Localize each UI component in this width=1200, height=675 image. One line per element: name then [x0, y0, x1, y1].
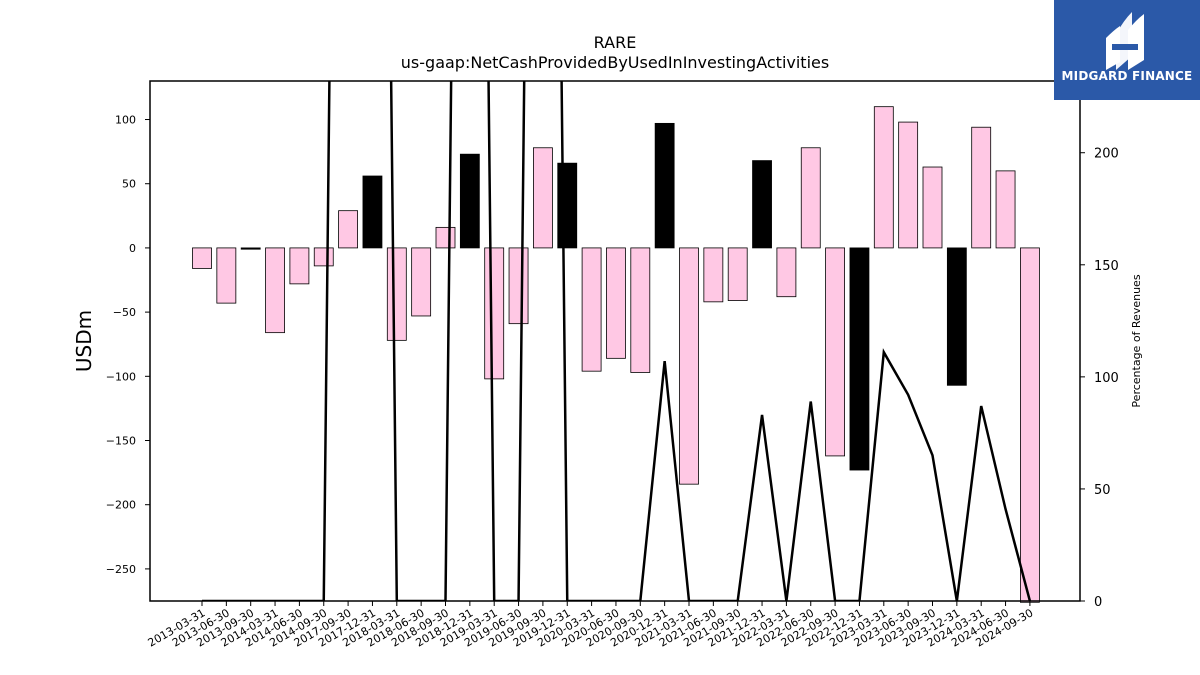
bar-2024-03-31: [971, 126, 992, 249]
bar-2024-09-30: [1020, 247, 1040, 603]
chart-title: RARE: [594, 33, 637, 52]
y2-axis-label: Percentage of Revenues: [1130, 274, 1143, 407]
bar-2014-06-30: [289, 247, 310, 285]
bar-2022-06-30: [800, 147, 821, 249]
bar-2022-12-31: [849, 247, 870, 471]
y-tick-label: −50: [113, 306, 136, 319]
bar-2013-06-30: [216, 247, 237, 304]
y2-tick-label: 0: [1094, 595, 1102, 610]
bar-2019-12-31: [557, 162, 578, 249]
bar-2024-06-30: [995, 170, 1016, 249]
bar-2021-06-30: [703, 247, 724, 303]
percentage-line-layer: [202, 81, 1032, 601]
bar-2020-03-31: [581, 247, 602, 372]
bar-2019-09-30: [533, 147, 553, 249]
bar-2023-03-31: [873, 106, 894, 249]
bars: [192, 106, 1040, 603]
y2-tick-label: 50: [1094, 483, 1111, 498]
midgard-logo-icon: [1106, 12, 1144, 70]
chart-subtitle: us-gaap:NetCashProvidedByUsedInInvesting…: [401, 53, 829, 72]
y2-tick-label: 200: [1094, 147, 1119, 162]
y-axis-label: USDm: [72, 310, 96, 372]
y-tick-label: −250: [106, 563, 136, 576]
bar-2021-03-31: [679, 247, 699, 485]
bar-2017-09-30: [338, 210, 359, 249]
bar-2017-12-31: [362, 175, 383, 249]
brand-logo: MIDGARD FINANCE: [1054, 0, 1200, 100]
bar-2019-06-30: [508, 247, 529, 325]
bar-2014-09-30: [313, 247, 334, 267]
plot-frame: [149, 80, 1081, 602]
bar-2013-03-31: [192, 247, 212, 269]
y-tick-label: −150: [106, 435, 136, 448]
bar-2020-12-31: [654, 122, 675, 249]
bar-2013-09-30: [240, 247, 261, 250]
bar-2021-09-30: [727, 247, 748, 301]
bar-2021-12-31: [752, 160, 772, 249]
axes: 100500−50−100−150−200−250050100150200201…: [106, 80, 1119, 650]
bar-2018-06-30: [411, 247, 432, 317]
brand-name: MIDGARD FINANCE: [1061, 69, 1193, 83]
bar-2023-06-30: [898, 121, 919, 249]
bar-2022-09-30: [825, 247, 845, 457]
bar-2018-03-31: [386, 247, 407, 341]
bar-2014-03-31: [265, 247, 285, 334]
y-tick-label: 100: [115, 114, 136, 127]
y-tick-label: 0: [129, 242, 136, 255]
y2-tick-label: 100: [1094, 371, 1119, 386]
bar-2020-06-30: [606, 247, 626, 359]
y-tick-label: 50: [122, 178, 136, 191]
bar-2020-09-30: [630, 247, 651, 373]
bar-2018-09-30: [435, 226, 456, 249]
percentage-of-revenues-line: [202, 81, 1032, 601]
bar-2018-12-31: [459, 153, 480, 249]
y-tick-label: −200: [106, 499, 136, 512]
bar-2023-12-31: [946, 247, 967, 386]
bar-2019-03-31: [484, 247, 505, 380]
y2-tick-label: 150: [1094, 259, 1119, 274]
bar-2023-09-30: [922, 166, 943, 249]
y-tick-label: −100: [106, 370, 136, 383]
bar-2022-03-31: [776, 247, 797, 298]
